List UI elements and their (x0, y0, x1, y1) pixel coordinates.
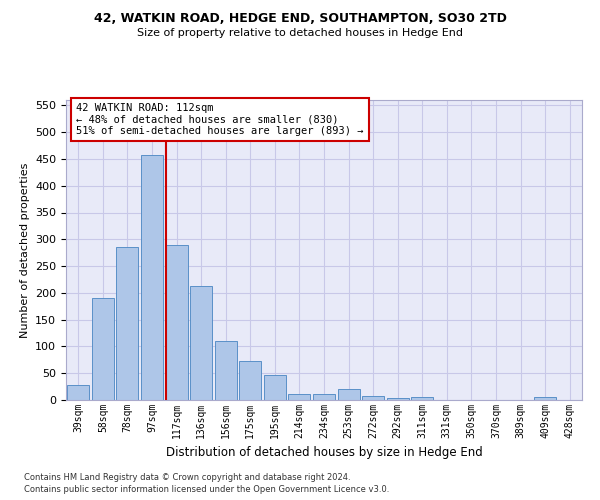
Bar (386, 398, 409, 400)
Text: Contains public sector information licensed under the Open Government Licence v3: Contains public sector information licen… (24, 485, 389, 494)
Bar (92, 298, 114, 400)
Bar (338, 390, 359, 400)
Bar (116, 248, 139, 400)
Bar (264, 376, 286, 400)
Bar (141, 155, 163, 400)
Text: 42 WATKIN ROAD: 112sqm
← 48% of detached houses are smaller (830)
51% of semi-de: 42 WATKIN ROAD: 112sqm ← 48% of detached… (76, 103, 364, 136)
Bar (67, 385, 89, 400)
Bar (411, 398, 433, 400)
Y-axis label: Number of detached properties: Number of detached properties (20, 162, 29, 338)
X-axis label: Distribution of detached houses by size in Hedge End: Distribution of detached houses by size … (166, 446, 482, 460)
Text: Contains HM Land Registry data © Crown copyright and database right 2024.: Contains HM Land Registry data © Crown c… (24, 472, 350, 482)
Text: 42, WATKIN ROAD, HEDGE END, SOUTHAMPTON, SO30 2TD: 42, WATKIN ROAD, HEDGE END, SOUTHAMPTON,… (94, 12, 506, 26)
Bar (362, 396, 384, 400)
Bar (239, 361, 262, 400)
Bar (166, 244, 188, 400)
Text: Size of property relative to detached houses in Hedge End: Size of property relative to detached ho… (137, 28, 463, 38)
Bar (190, 286, 212, 400)
Bar (215, 341, 237, 400)
Bar (534, 398, 556, 400)
Bar (313, 394, 335, 400)
Bar (289, 394, 310, 400)
